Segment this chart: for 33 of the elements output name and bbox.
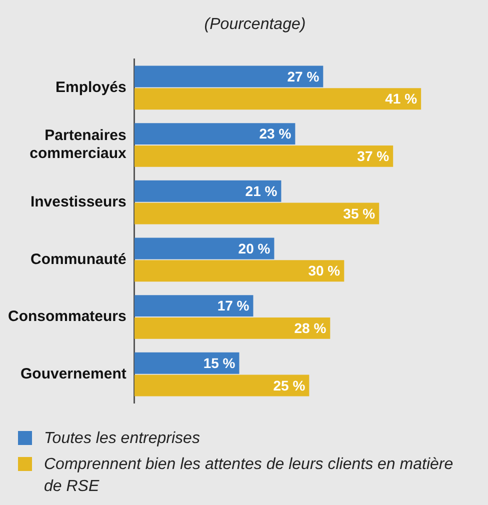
data-label: 17 % [217,298,250,314]
legend-label: Toutes les entreprises [44,429,200,449]
y-tick-label: Consommateurs [8,308,126,326]
bar [134,145,394,167]
data-label: 41 % [385,90,418,107]
y-tick-label: Gouvernement [20,365,126,382]
bar [134,374,310,396]
data-label: 35 % [343,205,376,222]
y-tick-label: Partenaires commerciaux [30,127,128,162]
bar [134,352,240,374]
data-label: 21 % [245,183,278,200]
data-label: 27 % [287,68,320,84]
chart-subtitle: (Pourcentage) [203,16,307,34]
data-label: 30 % [308,262,341,279]
bar [134,88,422,110]
bar [134,180,282,202]
data-label: 28 % [294,320,327,336]
data-label: 15 % [203,355,236,372]
y-tick-label: Employés [55,78,126,96]
data-label: 25 % [273,377,306,394]
bar [134,202,380,224]
bar [134,260,344,282]
data-label: 37 % [357,148,390,164]
data-label: 23 % [259,126,292,142]
y-tick-label: Investisseurs [30,193,126,210]
bar [134,66,324,88]
data-label: 20 % [238,240,271,256]
y-tick-label: Communauté [30,250,126,268]
bar [134,123,296,145]
bar [134,317,330,339]
legend-label: Comprennent bien les attentes de leurs clients en matière de RSE [44,455,454,497]
bar [134,295,254,317]
bar [134,238,274,260]
